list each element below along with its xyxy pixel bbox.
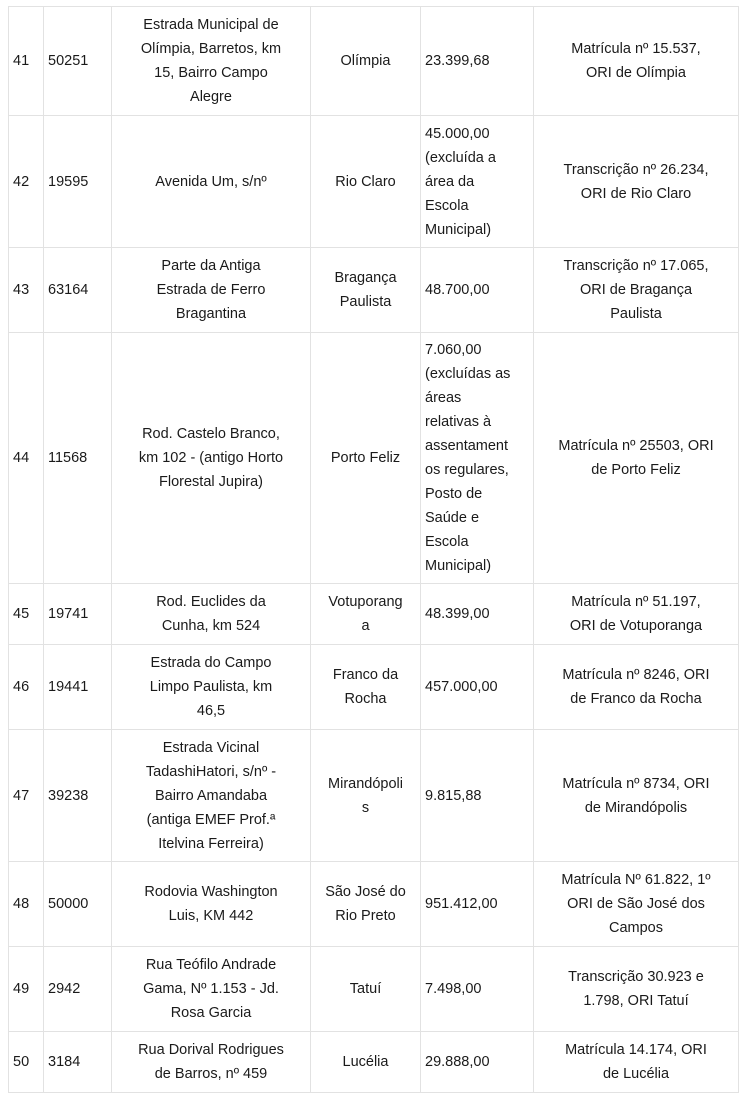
property-code: 3184 bbox=[43, 1031, 112, 1093]
table-row: 48 50000 Rodovia Washington Luis, KM 442 Sã… bbox=[8, 861, 739, 947]
row-number: 43 bbox=[8, 247, 44, 333]
property-code: 19441 bbox=[43, 644, 112, 730]
area-cell: 951.412,00 bbox=[420, 861, 534, 947]
address-cell: Estrada do Campo Limpo Paulista, km 46,5 bbox=[111, 644, 311, 730]
city-cell: Bragança Paulista bbox=[310, 247, 421, 333]
row-number: 47 bbox=[8, 729, 44, 862]
area-cell: 29.888,00 bbox=[420, 1031, 534, 1093]
area-cell: 9.815,88 bbox=[420, 729, 534, 862]
property-code: 19741 bbox=[43, 583, 112, 645]
table-row: 46 19441 Estrada do Campo Limpo Paulista, … bbox=[8, 644, 739, 730]
address-cell: Parte da Antiga Estrada de Ferro Bragant… bbox=[111, 247, 311, 333]
table-row: 49 2942 Rua Teófilo Andrade Gama, Nº 1.153… bbox=[8, 946, 739, 1032]
row-number: 48 bbox=[8, 861, 44, 947]
city-cell: Olímpia bbox=[310, 6, 421, 116]
row-number: 46 bbox=[8, 644, 44, 730]
property-code: 39238 bbox=[43, 729, 112, 862]
registry-cell: Matrícula nº 8246, ORI de Franco da Roch… bbox=[533, 644, 739, 730]
address-cell: Rod. Euclides da Cunha, km 524 bbox=[111, 583, 311, 645]
area-cell: 48.399,00 bbox=[420, 583, 534, 645]
area-cell: 45.000,00 (excluída a área da Escola Mun… bbox=[420, 115, 534, 248]
city-cell: Rio Claro bbox=[310, 115, 421, 248]
city-cell: São José do Rio Preto bbox=[310, 861, 421, 947]
table-row: 45 19741 Rod. Euclides da Cunha, km 524 Vot… bbox=[8, 583, 739, 645]
row-number: 44 bbox=[8, 332, 44, 584]
address-cell: Rodovia Washington Luis, KM 442 bbox=[111, 861, 311, 947]
area-cell: 457.000,00 bbox=[420, 644, 534, 730]
table-row: 47 39238 Estrada Vicinal TadashiHatori, s/… bbox=[8, 729, 739, 862]
property-code: 50251 bbox=[43, 6, 112, 116]
address-cell: Rua Teófilo Andrade Gama, Nº 1.153 - Jd.… bbox=[111, 946, 311, 1032]
registry-cell: Transcrição nº 17.065, ORI de Bragança P… bbox=[533, 247, 739, 333]
address-cell: Rua Dorival Rodrigues de Barros, nº 459 bbox=[111, 1031, 311, 1093]
registry-cell: Matrícula nº 25503, ORI de Porto Feliz bbox=[533, 332, 739, 584]
registry-cell: Matrícula 14.174, ORI de Lucélia bbox=[533, 1031, 739, 1093]
address-cell: Estrada Vicinal TadashiHatori, s/nº - Ba… bbox=[111, 729, 311, 862]
area-cell: 7.060,00 (excluídas as áreas relativas à… bbox=[420, 332, 534, 584]
property-code: 19595 bbox=[43, 115, 112, 248]
registry-cell: Matrícula nº 15.537, ORI de Olímpia bbox=[533, 6, 739, 116]
registry-cell: Matrícula Nº 61.822, 1º ORI de São José … bbox=[533, 861, 739, 947]
property-code: 11568 bbox=[43, 332, 112, 584]
registry-cell: Transcrição nº 26.234, ORI de Rio Claro bbox=[533, 115, 739, 248]
city-cell: Lucélia bbox=[310, 1031, 421, 1093]
registry-cell: Transcrição 30.923 e 1.798, ORI Tatuí bbox=[533, 946, 739, 1032]
table-row: 43 63164 Parte da Antiga Estrada de Ferro … bbox=[8, 247, 739, 333]
city-cell: Franco da Rocha bbox=[310, 644, 421, 730]
city-cell: Porto Feliz bbox=[310, 332, 421, 584]
row-number: 42 bbox=[8, 115, 44, 248]
table-row: 50 3184 Rua Dorival Rodrigues de Barros, n… bbox=[8, 1031, 739, 1093]
row-number: 41 bbox=[8, 6, 44, 116]
row-number: 50 bbox=[8, 1031, 44, 1093]
property-code: 50000 bbox=[43, 861, 112, 947]
registry-cell: Matrícula nº 51.197, ORI de Votuporanga bbox=[533, 583, 739, 645]
table-row: 42 19595 Avenida Um, s/nº Rio Claro 45.000,0… bbox=[8, 115, 739, 248]
row-number: 45 bbox=[8, 583, 44, 645]
property-code: 2942 bbox=[43, 946, 112, 1032]
address-cell: Rod. Castelo Branco, km 102 - (antigo Ho… bbox=[111, 332, 311, 584]
city-cell: Votuporang a bbox=[310, 583, 421, 645]
city-cell: Mirandópoli s bbox=[310, 729, 421, 862]
area-cell: 48.700,00 bbox=[420, 247, 534, 333]
area-cell: 7.498,00 bbox=[420, 946, 534, 1032]
area-cell: 23.399,68 bbox=[420, 6, 534, 116]
address-cell: Avenida Um, s/nº bbox=[111, 115, 311, 248]
property-table: 41 50251 Estrada Municipal de Olímpia, Bar… bbox=[8, 6, 739, 1093]
table-row: 44 11568 Rod. Castelo Branco, km 102 - (an… bbox=[8, 332, 739, 584]
row-number: 49 bbox=[8, 946, 44, 1032]
city-cell: Tatuí bbox=[310, 946, 421, 1032]
address-cell: Estrada Municipal de Olímpia, Barretos, … bbox=[111, 6, 311, 116]
property-code: 63164 bbox=[43, 247, 112, 333]
registry-cell: Matrícula nº 8734, ORI de Mirandópolis bbox=[533, 729, 739, 862]
table-row: 41 50251 Estrada Municipal de Olímpia, Bar… bbox=[8, 6, 739, 116]
